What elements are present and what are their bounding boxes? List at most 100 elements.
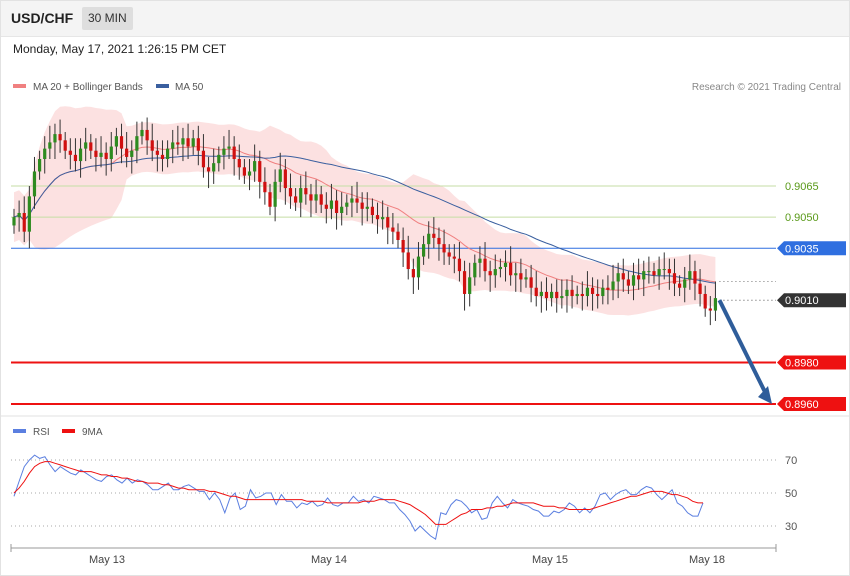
candle-body bbox=[693, 271, 697, 284]
level-tag bbox=[777, 241, 846, 256]
candle-body bbox=[432, 233, 436, 238]
candle-body bbox=[555, 291, 559, 299]
candle-body bbox=[713, 298, 718, 311]
symbol-label: USD/CHF bbox=[11, 10, 74, 26]
candle-body bbox=[657, 269, 661, 276]
candle-body bbox=[447, 252, 451, 257]
candle-body bbox=[391, 227, 395, 232]
level-label: 0.9035 bbox=[785, 243, 819, 255]
candle-body bbox=[130, 150, 134, 157]
candle-body bbox=[585, 287, 590, 297]
candle-body bbox=[212, 163, 216, 172]
forecast-arrow-shaft bbox=[717, 299, 768, 395]
legend-label-9ma: 9MA bbox=[82, 427, 103, 438]
candle-body bbox=[196, 138, 200, 151]
candle-body bbox=[355, 198, 359, 203]
candle-body bbox=[84, 142, 88, 149]
ma50-line bbox=[13, 154, 716, 284]
candle-body bbox=[452, 256, 456, 259]
candle-body bbox=[401, 239, 405, 253]
candle-body bbox=[186, 138, 190, 147]
legend-label-ma20: MA 20 + Bollinger Bands bbox=[33, 82, 143, 93]
candle-body bbox=[550, 291, 554, 299]
candle-body bbox=[683, 279, 687, 288]
candle-body bbox=[27, 196, 31, 232]
candle-body bbox=[468, 277, 472, 294]
top-bar: USD/CHF 30 MIN bbox=[0, 0, 850, 37]
candle-body bbox=[89, 142, 93, 151]
candle-body bbox=[294, 196, 298, 203]
level-label: 0.9010 bbox=[785, 295, 819, 307]
candle-body bbox=[78, 148, 83, 162]
candle-body bbox=[191, 138, 195, 147]
candle-body bbox=[278, 169, 282, 182]
candle-body bbox=[258, 161, 262, 182]
x-tick-label: May 15 bbox=[532, 554, 568, 566]
candle-body bbox=[539, 291, 543, 297]
candle-body bbox=[283, 169, 287, 189]
candle-body bbox=[181, 138, 185, 145]
candle-body bbox=[114, 136, 118, 147]
candle-body bbox=[58, 134, 62, 141]
candle-body bbox=[73, 154, 78, 162]
candle-body bbox=[631, 275, 636, 286]
candle-body bbox=[38, 159, 42, 172]
candle-body bbox=[94, 150, 98, 157]
candle-body bbox=[135, 136, 139, 151]
candle-body bbox=[68, 150, 72, 155]
candle-body bbox=[381, 217, 385, 220]
x-tick-label: May 13 bbox=[89, 554, 125, 566]
candle-body bbox=[125, 148, 129, 157]
candle-body bbox=[176, 142, 180, 145]
level-tag bbox=[777, 397, 846, 411]
candle-body bbox=[616, 273, 620, 282]
candle-body bbox=[570, 289, 574, 297]
legend-label-rsi: RSI bbox=[33, 427, 50, 438]
candle-body bbox=[611, 281, 615, 290]
candle-body bbox=[478, 258, 482, 263]
candle-body bbox=[119, 136, 124, 149]
candle-body bbox=[488, 271, 492, 276]
rsi-level-label: 70 bbox=[785, 455, 797, 467]
credit-text: Research © 2021 Trading Central bbox=[692, 82, 841, 93]
candle-body bbox=[560, 296, 564, 299]
candle-body bbox=[534, 287, 538, 297]
candle-body bbox=[109, 146, 113, 160]
level-label: 0.9065 bbox=[785, 181, 819, 193]
candle-body bbox=[304, 188, 308, 195]
candle-body bbox=[150, 140, 154, 151]
candle-body bbox=[345, 202, 349, 207]
candle-body bbox=[386, 217, 390, 228]
candle-body bbox=[457, 258, 462, 272]
candle-body bbox=[493, 269, 497, 276]
candle-body bbox=[662, 269, 666, 271]
candle-body bbox=[529, 277, 533, 288]
legend-swatch-ma20 bbox=[13, 84, 26, 88]
candle-body bbox=[32, 171, 37, 197]
candle-body bbox=[637, 275, 641, 280]
candle-body bbox=[334, 200, 339, 213]
level-tag bbox=[777, 293, 846, 308]
candle-body bbox=[324, 204, 328, 209]
candle-body bbox=[268, 192, 272, 207]
candle-body bbox=[340, 206, 344, 213]
candle-body bbox=[329, 200, 334, 209]
legend-swatch-9ma bbox=[62, 429, 75, 433]
candle-body bbox=[206, 167, 211, 172]
level-label: 0.8980 bbox=[785, 357, 819, 369]
candle-body bbox=[166, 148, 170, 160]
candle-body bbox=[350, 198, 354, 203]
candle-body bbox=[647, 271, 651, 273]
candle-body bbox=[708, 308, 712, 311]
candle-body bbox=[253, 161, 257, 172]
candle-body bbox=[365, 206, 369, 209]
candle-body bbox=[22, 212, 26, 232]
candle-body bbox=[155, 150, 159, 155]
timeframe-button[interactable]: 30 MIN bbox=[82, 7, 133, 30]
candle-body bbox=[370, 206, 374, 216]
candle-body bbox=[99, 152, 103, 157]
legend-swatch-rsi bbox=[13, 429, 26, 433]
candle-body bbox=[309, 194, 313, 201]
candle-body bbox=[621, 273, 625, 280]
